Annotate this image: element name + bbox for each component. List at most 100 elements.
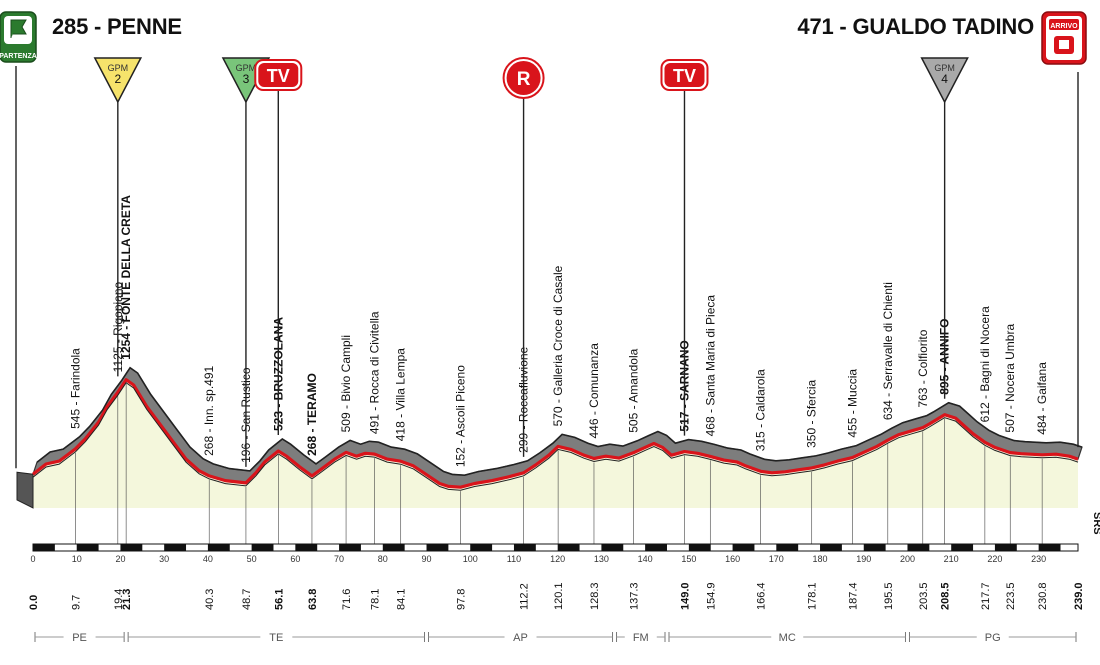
gpm-category: 3 [243, 72, 250, 86]
waypoint-label: 268 - TERAMO [305, 373, 319, 456]
axis-tick-label: 100 [463, 554, 478, 564]
axis-tick-label: 190 [856, 554, 871, 564]
region-label: FM [633, 632, 649, 644]
waypoint-label: 507 - Nocera Umbra [1003, 324, 1017, 433]
region-label: PE [72, 632, 87, 644]
waypoint-label: 468 - Santa Maria di Pieca [703, 295, 717, 437]
km-label: 223.5 [1005, 582, 1017, 610]
tv-badge [258, 63, 299, 87]
axis-segment [470, 544, 493, 551]
waypoint-label: 634 - Serravalle di Chienti [881, 282, 895, 420]
waypoint-label: 505 - Amandola [626, 348, 640, 432]
region-label-bg [504, 630, 537, 644]
brand-mark: SRS [1091, 512, 1100, 535]
axis-segment [820, 544, 842, 551]
region-label-bg [260, 630, 293, 644]
km-label: 203.5 [918, 582, 930, 610]
axis-tick-label: 80 [378, 554, 388, 564]
axis-tick-label: 90 [422, 554, 432, 564]
km-label: 21.3 [121, 589, 133, 610]
axis-segment [994, 544, 1017, 551]
region-label: TE [269, 632, 283, 644]
finish-title: 471 - GUALDO TADINO [797, 14, 1034, 39]
km-label: 78.1 [369, 589, 381, 610]
waypoint-label: 418 - Villa Lempa [394, 348, 408, 441]
tv-label: TV [267, 66, 290, 86]
waypoint-label: 1254 - FONTE DELLA CRETA [119, 195, 133, 360]
region-label-bg [976, 630, 1009, 644]
km-label: 97.8 [456, 589, 468, 610]
axis-segment [951, 544, 974, 551]
waypoint-label: 350 - Sfercia [805, 380, 819, 448]
waypoint-label: 570 - Galleria Croce di Casale [551, 265, 565, 426]
region-label: AP [513, 632, 528, 644]
tv-badge [664, 63, 705, 87]
axis-segment [557, 544, 580, 551]
km-label: 230.8 [1037, 582, 1049, 610]
region-label-bg [624, 630, 657, 644]
axis-tick-label: 110 [507, 554, 521, 564]
axis-segment [1038, 544, 1061, 551]
axis-tick-label: 30 [159, 554, 169, 564]
waypoint-label: 446 - Comunanza [587, 343, 601, 439]
waypoint-label: 315 - Caldarola [754, 369, 768, 451]
axis-tick-label: 60 [290, 554, 300, 564]
km-label: 0.0 [28, 595, 40, 610]
waypoint-label: 455 - Muccia [845, 369, 859, 438]
axis-tick-label: 20 [115, 554, 125, 564]
gpm-category: 2 [114, 72, 121, 86]
km-label: 149.0 [679, 582, 691, 610]
finish-flag-icon-inner [1059, 40, 1069, 49]
waypoint-label: 545 - Farindola [68, 348, 82, 429]
axis-segment [76, 544, 99, 551]
axis-segment [207, 544, 230, 551]
km-label: 56.1 [273, 589, 285, 610]
gpm-triangle-grey [920, 57, 969, 104]
region-label-bg [63, 630, 96, 644]
axis-segment [776, 544, 799, 551]
axis-segment [33, 544, 55, 551]
km-label: 195.5 [883, 582, 895, 610]
region-label: PG [985, 632, 1001, 644]
axis-segment [732, 544, 755, 551]
axis-tick-label: 170 [769, 554, 784, 564]
gpm-label: GPM [236, 63, 257, 73]
waypoint-label: 763 - Colfiorito [916, 329, 930, 407]
axis-segment [907, 544, 930, 551]
profile-start-wall [16, 471, 34, 509]
km-label: 128.3 [589, 582, 601, 610]
feed-zone-circle [506, 61, 541, 95]
distance-axis: 0 10 20 30 40 50 60 70 80 90 100 110 120 130 140 150 160… [30, 512, 1100, 564]
profile-fill [33, 379, 1078, 508]
waypoint-label: 152 - Ascoli Piceno [454, 365, 468, 467]
axis-tick-label: 0 [30, 554, 35, 564]
start-badge-text: PARTENZA [0, 53, 37, 60]
km-label: 112.2 [519, 583, 531, 610]
gpm-label: GPM [108, 63, 129, 73]
waypoint-label: 484 - Gaifana [1035, 362, 1049, 435]
km-label: 63.8 [307, 589, 319, 610]
profile-top-edge [36, 366, 1083, 477]
axis-segment [645, 544, 667, 551]
km-label: 84.1 [396, 589, 408, 610]
km-label: 187.4 [847, 582, 859, 610]
waypoint-label: 491 - Rocca di Civitella [367, 311, 381, 434]
waypoint-label: 268 - Inn. sp.491 [202, 365, 216, 455]
km-label: 48.7 [241, 589, 253, 610]
axis-tick-label: 10 [72, 554, 82, 564]
axis-segment [688, 544, 711, 551]
axis-segment [382, 544, 405, 551]
gpm-triangle-yellow [93, 57, 143, 104]
waypoint-label: 612 - Bagni di Nocera [978, 306, 992, 422]
axis-tick-label: 120 [550, 554, 565, 564]
axis-segment [251, 544, 274, 551]
badges-layer: PARTENZA ARRIVO [0, 11, 1087, 65]
km-label: 166.4 [756, 582, 768, 610]
road-line [32, 378, 1079, 489]
km-label: 217.7 [980, 582, 992, 610]
km-label: 178.1 [807, 582, 819, 610]
gpm-label: GPM [934, 63, 955, 73]
axis-segment [339, 544, 361, 551]
